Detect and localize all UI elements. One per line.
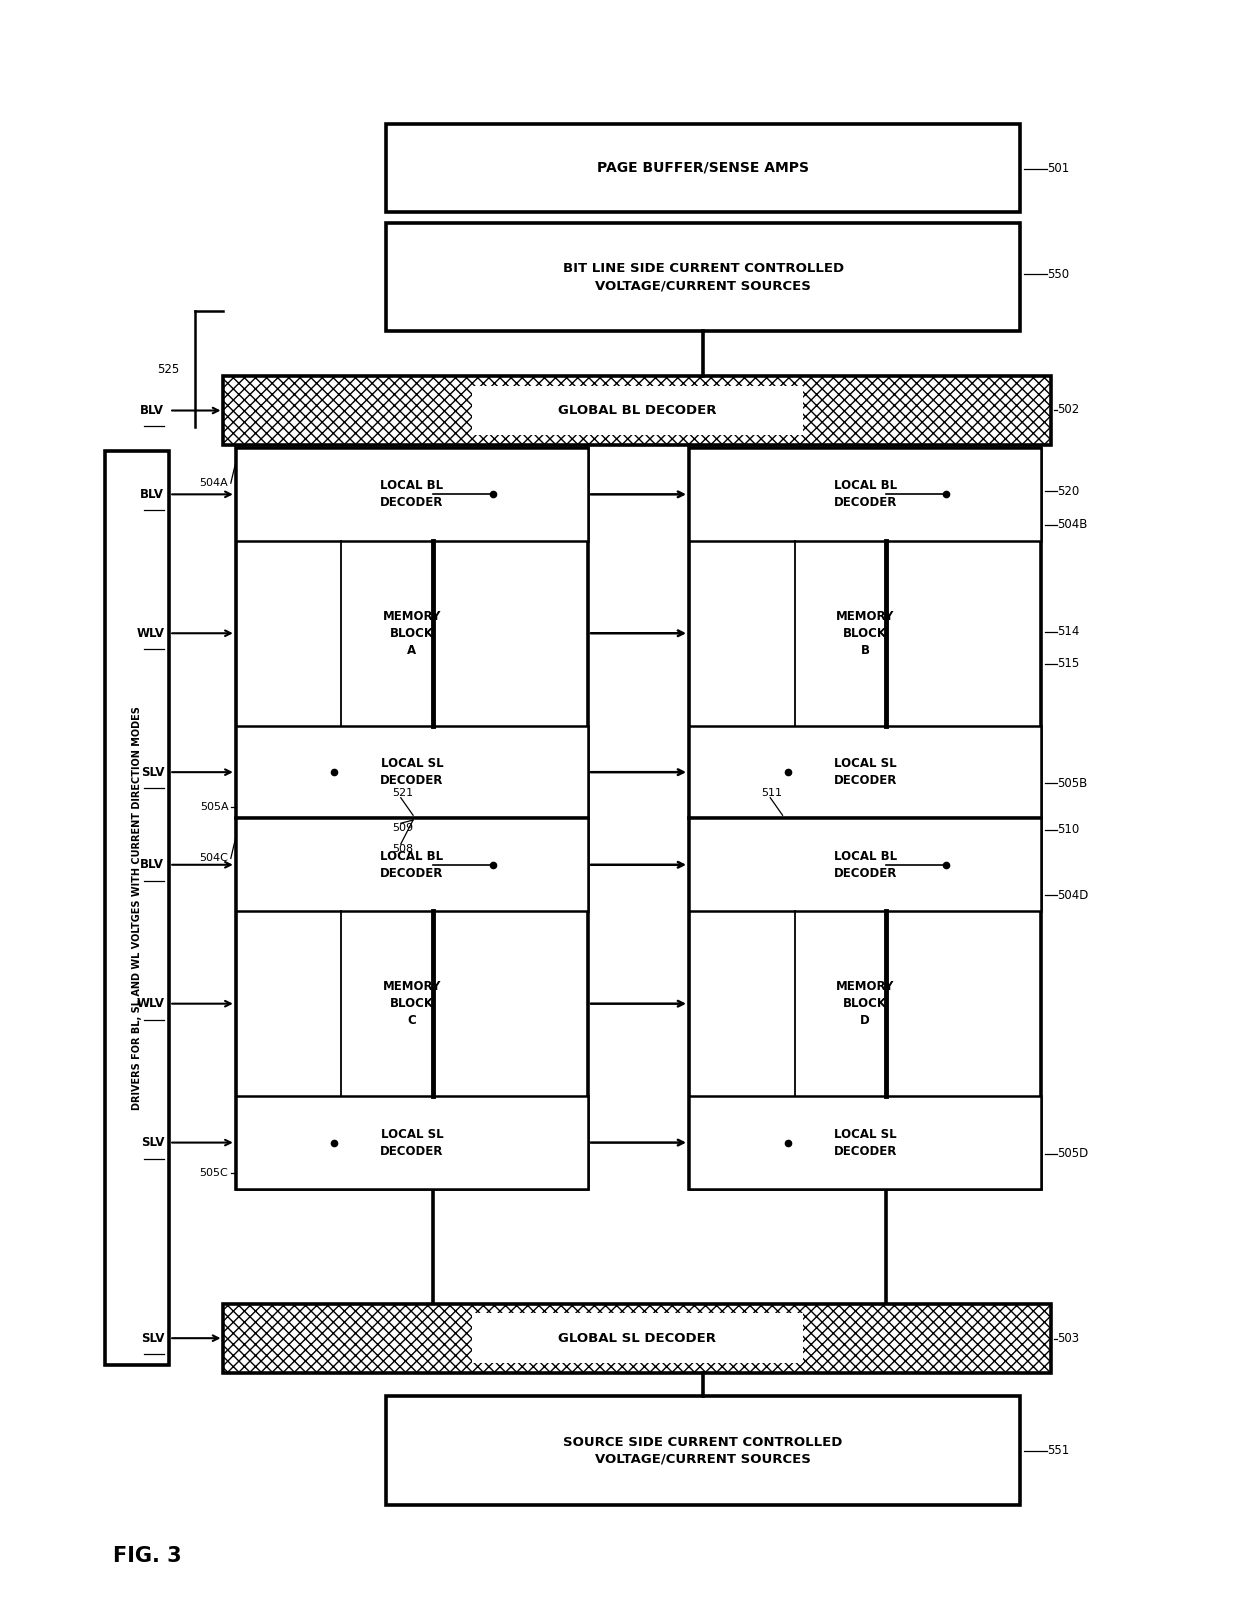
Text: 505A: 505A	[200, 802, 228, 812]
Bar	[386, 1396, 1021, 1505]
Bar	[689, 1096, 1042, 1189]
Bar	[471, 385, 802, 435]
Text: 521: 521	[392, 788, 413, 798]
Bar	[105, 451, 169, 1364]
Text: LOCAL SL
DECODER: LOCAL SL DECODER	[381, 1128, 444, 1157]
Text: FIG. 3: FIG. 3	[113, 1546, 181, 1566]
Text: BLV: BLV	[140, 859, 164, 872]
Text: BIT LINE SIDE CURRENT CONTROLLED
VOLTAGE/CURRENT SOURCES: BIT LINE SIDE CURRENT CONTROLLED VOLTAGE…	[563, 262, 843, 292]
Text: 508: 508	[392, 844, 413, 854]
Text: MEMORY
BLOCK
B: MEMORY BLOCK B	[836, 610, 894, 656]
Bar	[689, 819, 1042, 912]
Bar	[236, 819, 588, 1189]
Text: 525: 525	[156, 363, 179, 376]
Bar	[223, 1303, 1052, 1372]
Text: MEMORY
BLOCK
C: MEMORY BLOCK C	[383, 981, 441, 1027]
Text: LOCAL BL
DECODER: LOCAL BL DECODER	[381, 849, 444, 880]
Bar	[386, 223, 1021, 332]
Text: MEMORY
BLOCK
D: MEMORY BLOCK D	[836, 981, 894, 1027]
Text: 502: 502	[1058, 403, 1080, 416]
Text: SLV: SLV	[141, 766, 164, 778]
Text: BLV: BLV	[140, 488, 164, 501]
Text: GLOBAL SL DECODER: GLOBAL SL DECODER	[558, 1332, 717, 1345]
Text: LOCAL BL
DECODER: LOCAL BL DECODER	[833, 480, 897, 509]
Text: WLV: WLV	[136, 628, 164, 640]
Text: 504A: 504A	[200, 478, 228, 488]
Bar	[471, 1313, 802, 1363]
Text: 550: 550	[1048, 268, 1070, 281]
Text: 504B: 504B	[1058, 518, 1087, 531]
Text: PAGE BUFFER/SENSE AMPS: PAGE BUFFER/SENSE AMPS	[598, 160, 810, 175]
Text: 510: 510	[1058, 823, 1080, 836]
Text: WLV: WLV	[136, 997, 164, 1010]
Text: SOURCE SIDE CURRENT CONTROLLED
VOLTAGE/CURRENT SOURCES: SOURCE SIDE CURRENT CONTROLLED VOLTAGE/C…	[563, 1436, 843, 1465]
Bar	[236, 1096, 588, 1189]
Text: LOCAL SL
DECODER: LOCAL SL DECODER	[381, 758, 444, 786]
Bar	[236, 725, 588, 819]
Text: LOCAL BL
DECODER: LOCAL BL DECODER	[833, 849, 897, 880]
Bar	[386, 124, 1021, 212]
Text: SLV: SLV	[141, 1332, 164, 1345]
Text: GLOBAL BL DECODER: GLOBAL BL DECODER	[558, 404, 717, 417]
Text: LOCAL SL
DECODER: LOCAL SL DECODER	[833, 758, 897, 786]
Bar	[236, 448, 588, 541]
Text: 511: 511	[761, 788, 782, 798]
Text: 504D: 504D	[1058, 889, 1089, 902]
Text: 501: 501	[1048, 162, 1070, 175]
Text: 520: 520	[1058, 485, 1080, 498]
Text: 551: 551	[1048, 1444, 1070, 1457]
Text: 505C: 505C	[200, 1168, 228, 1178]
Text: DRIVERS FOR BL, SL AND WL VOLTGES WITH CURRENT DIRECTION MODES: DRIVERS FOR BL, SL AND WL VOLTGES WITH C…	[133, 706, 143, 1109]
Text: 515: 515	[1058, 656, 1080, 671]
Text: LOCAL SL
DECODER: LOCAL SL DECODER	[833, 1128, 897, 1157]
Text: 504C: 504C	[200, 854, 228, 863]
Text: MEMORY
BLOCK
A: MEMORY BLOCK A	[383, 610, 441, 656]
Text: 514: 514	[1058, 626, 1080, 639]
Text: 503: 503	[1058, 1332, 1079, 1345]
Text: BLV: BLV	[140, 404, 164, 417]
Bar	[689, 819, 1042, 1189]
Text: 505B: 505B	[1058, 777, 1087, 790]
Text: 505D: 505D	[1058, 1148, 1089, 1160]
Text: SLV: SLV	[141, 1136, 164, 1149]
Text: 509: 509	[392, 823, 413, 833]
Bar	[223, 376, 1052, 445]
Bar	[689, 448, 1042, 819]
Bar	[689, 725, 1042, 819]
Bar	[689, 448, 1042, 541]
Text: LOCAL BL
DECODER: LOCAL BL DECODER	[381, 480, 444, 509]
Bar	[236, 819, 588, 912]
Bar	[236, 448, 588, 819]
